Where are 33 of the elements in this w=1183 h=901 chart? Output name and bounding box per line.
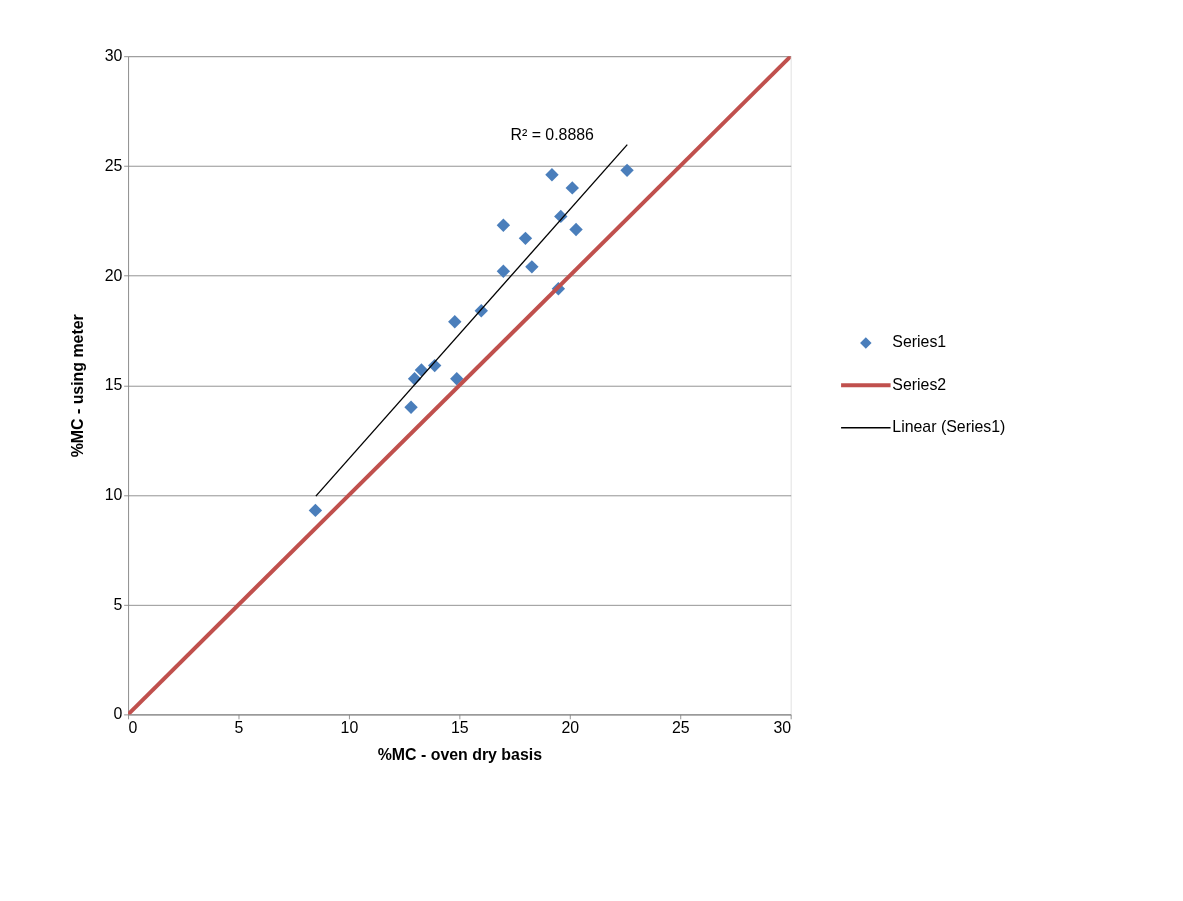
y-tick-label: 25 — [104, 156, 123, 174]
point — [308, 503, 323, 518]
x-tick-label: 15 — [451, 719, 469, 737]
point — [496, 264, 511, 278]
point — [569, 222, 583, 237]
point — [404, 400, 418, 414]
point — [448, 315, 462, 329]
point — [620, 163, 634, 178]
point — [565, 181, 579, 195]
point — [414, 363, 429, 377]
x-axis-title: %MC - oven dry basis — [377, 745, 543, 763]
x-tick-label: 25 — [671, 719, 690, 737]
y-tick-label: 10 — [104, 485, 123, 503]
legend-label: Series2 — [892, 375, 947, 393]
y-tick-label: 0 — [113, 705, 123, 723]
y-tick-label: 5 — [113, 595, 123, 613]
x-tick-label: 0 — [128, 719, 138, 737]
y-tick-label: 30 — [104, 47, 123, 65]
point — [496, 218, 511, 232]
point — [525, 260, 539, 274]
legend-label: Series1 — [892, 333, 947, 351]
point — [545, 168, 559, 182]
x-tick-label: 10 — [340, 719, 359, 737]
annotation: R² = 0.8886 — [510, 126, 595, 144]
y-tick-label: 15 — [104, 376, 123, 394]
y-axis-title: %MC - using meter — [69, 314, 87, 458]
y-tick-label: 20 — [104, 266, 123, 284]
point — [450, 372, 464, 386]
point — [518, 231, 533, 246]
x-tick-label: 30 — [773, 719, 792, 737]
x-tick-label: 20 — [561, 719, 580, 737]
legend-label: Linear (Series1) — [892, 418, 1006, 436]
x-tick-label: 5 — [234, 719, 244, 737]
